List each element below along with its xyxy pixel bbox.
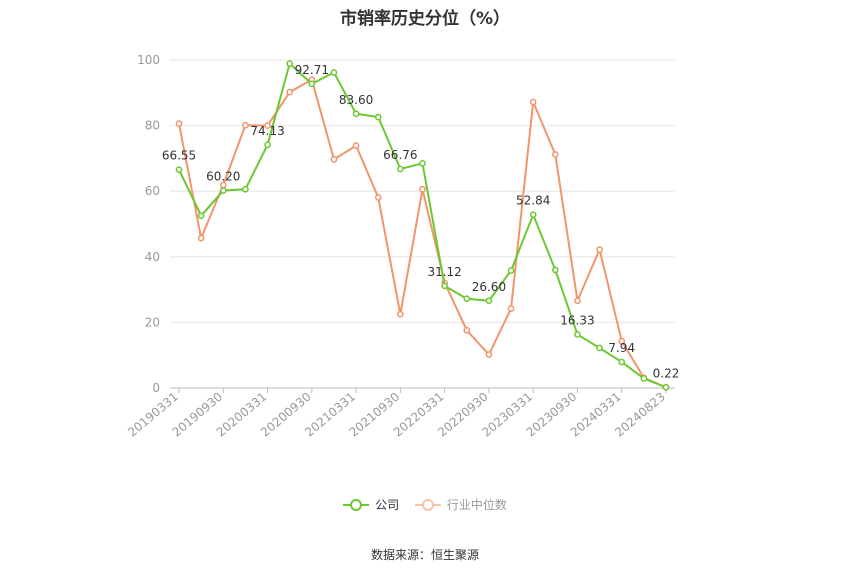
series-layer [175, 60, 670, 391]
data-point-industry-median [264, 122, 271, 129]
data-label: 66.76 [383, 148, 417, 162]
legend-label-industry-median: 行业中位数 [446, 498, 507, 512]
data-point-industry-median [397, 310, 404, 318]
data-point-industry-median [175, 120, 183, 127]
y-tick-label: 60 [145, 184, 160, 198]
data-point-company [441, 282, 448, 290]
data-point-company [419, 159, 426, 167]
data-label: 83.60 [339, 93, 373, 107]
data-point-company [397, 165, 404, 173]
data-point-company [618, 358, 626, 366]
data-point-company [197, 212, 205, 220]
data-point-industry-median [330, 156, 338, 163]
y-tick-label: 80 [145, 119, 160, 133]
data-point-industry-median [529, 98, 537, 106]
legend-label-company: 公司 [375, 498, 400, 512]
data-point-company [507, 267, 515, 274]
legend: 公司 行业中位数 [0, 496, 850, 515]
data-point-company [574, 331, 581, 338]
data-point-industry-median [507, 305, 515, 312]
data-label-layer: 66.55 60.20 74.13 92.71 83.60 66.76 31.12 26.60… [162, 63, 680, 380]
data-point-industry-median [352, 142, 360, 149]
legend-item-industry-median[interactable]: 行业中位数 [414, 496, 507, 513]
data-point-company [242, 185, 249, 193]
chart-title: 市销率历史分位（%） [339, 9, 511, 29]
y-tick-label: 100 [137, 53, 160, 67]
data-point-company [551, 266, 559, 274]
data-point-industry-median [596, 246, 603, 253]
data-label: 26.60 [472, 280, 506, 294]
data-point-industry-median [618, 337, 626, 345]
data-point-company [264, 141, 271, 149]
axis-layer: 0204060801002019033120190930202003312020… [125, 53, 668, 440]
data-point-company [529, 211, 537, 219]
data-label: 31.12 [427, 265, 461, 279]
data-point-industry-median [551, 151, 559, 158]
data-point-company [640, 375, 648, 382]
y-tick-label: 40 [145, 250, 160, 264]
data-point-industry-median [419, 185, 426, 193]
data-point-company [374, 113, 382, 121]
source-note: 数据来源：恒生聚源 [370, 548, 479, 562]
data-point-company [308, 80, 316, 88]
data-point-company [485, 297, 493, 305]
data-point-company [330, 69, 338, 76]
data-point-company [352, 110, 360, 118]
data-label: 60.20 [206, 170, 240, 184]
data-label: 7.94 [608, 341, 635, 355]
data-point-company [463, 295, 471, 303]
data-label: 74.13 [250, 124, 284, 138]
data-point-company [219, 187, 227, 194]
series-line-company [178, 62, 667, 389]
data-point-industry-median [197, 234, 205, 242]
data-label: 66.55 [162, 149, 196, 163]
data-label: 52.84 [516, 194, 550, 208]
data-label: 92.71 [295, 63, 329, 77]
data-point-industry-median [574, 297, 581, 305]
data-point-company [175, 166, 183, 174]
data-point-industry-median [485, 351, 493, 358]
data-point-industry-median [242, 121, 249, 129]
legend-swatch-company [343, 498, 370, 512]
y-tick-label: 0 [152, 381, 160, 395]
data-point-industry-median [463, 326, 471, 334]
data-point-industry-median [286, 88, 294, 96]
data-point-company [286, 60, 294, 67]
data-label: 0.22 [653, 366, 680, 380]
legend-item-company[interactable]: 公司 [343, 496, 399, 513]
y-tick-label: 20 [145, 315, 160, 329]
data-point-company [662, 383, 670, 391]
data-point-industry-median [374, 194, 382, 201]
legend-swatch-industry-median [414, 498, 441, 512]
grid-layer [170, 59, 675, 389]
data-label: 16.33 [560, 313, 594, 327]
data-point-company [596, 344, 603, 352]
